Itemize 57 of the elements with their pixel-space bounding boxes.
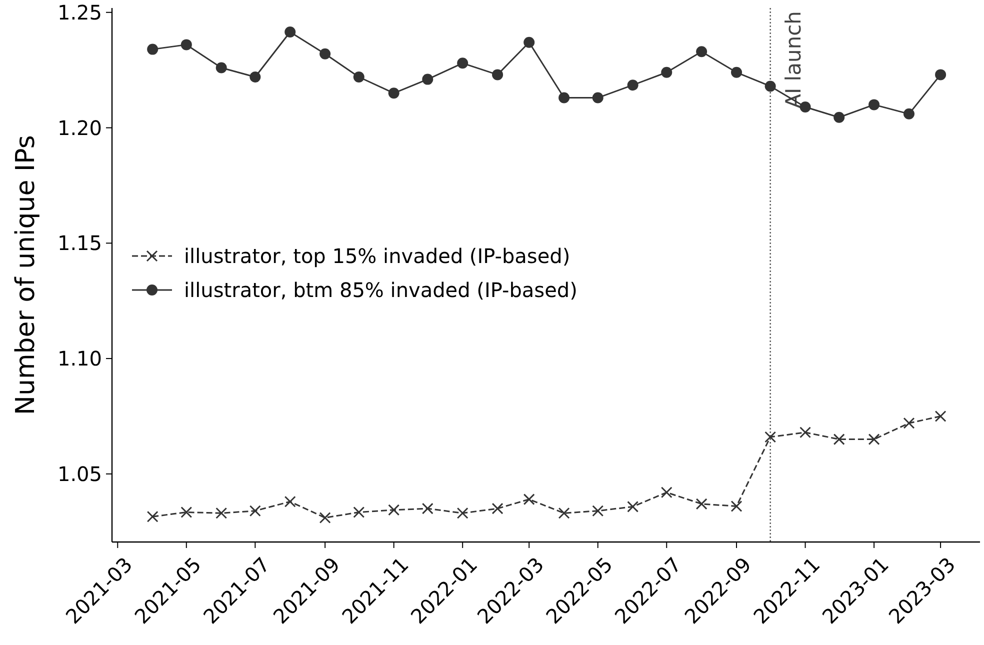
point [627, 500, 639, 512]
point [800, 426, 812, 438]
point [696, 46, 708, 58]
ref-line-label: AI launch [781, 11, 806, 108]
point [661, 66, 672, 78]
point [868, 434, 880, 446]
point [558, 92, 570, 104]
point [592, 92, 604, 104]
point [216, 62, 227, 74]
point [216, 507, 228, 519]
point [492, 69, 504, 80]
point [180, 39, 192, 50]
point [284, 26, 296, 38]
point [800, 102, 811, 112]
point [730, 500, 742, 512]
point [764, 80, 776, 92]
y-tick-label: 1.10 [57, 346, 102, 371]
point [457, 58, 468, 69]
point [147, 44, 158, 55]
point [660, 486, 672, 498]
point [388, 504, 400, 516]
point [319, 512, 331, 524]
y-tick-label: 1.20 [57, 116, 102, 140]
legend-label: illustrator, top 15% invaded (IP-based) [184, 244, 570, 268]
point [558, 507, 570, 519]
y-axis-title: Number of unique IPs [11, 135, 41, 415]
point [180, 506, 192, 518]
point [146, 510, 158, 522]
point [868, 99, 880, 110]
point [524, 36, 535, 48]
point [422, 502, 434, 514]
point [492, 502, 504, 514]
point [903, 417, 915, 429]
point [934, 410, 946, 422]
point [250, 72, 261, 82]
point [320, 48, 331, 60]
point [456, 507, 468, 519]
point [731, 66, 742, 78]
point [353, 72, 364, 82]
legend-label: illustrator, btm 85% invaded (IP-based) [184, 278, 578, 302]
y-tick-label: 1.15 [57, 231, 102, 256]
point [627, 80, 638, 91]
point [696, 498, 708, 510]
y-tick-label: 1.25 [57, 0, 102, 24]
point [284, 496, 296, 508]
point [353, 506, 365, 518]
point [903, 108, 914, 120]
point [592, 505, 604, 517]
point [764, 431, 776, 443]
point [935, 69, 946, 80]
y-tick-label: 1.05 [57, 462, 102, 486]
point [834, 112, 845, 123]
point [388, 88, 400, 99]
point [249, 505, 261, 517]
point [422, 74, 434, 85]
point [523, 494, 535, 506]
point [833, 434, 845, 446]
